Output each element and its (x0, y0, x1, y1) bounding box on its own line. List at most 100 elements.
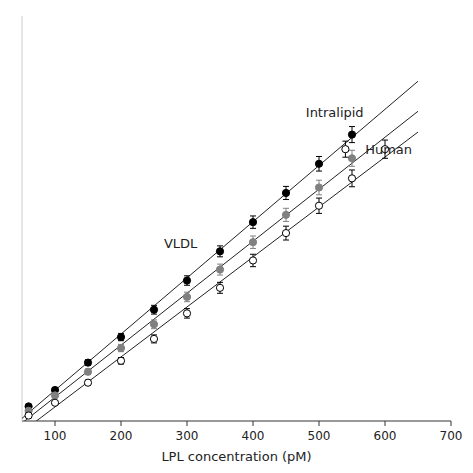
error-cap (283, 226, 289, 227)
error-cap (349, 142, 355, 143)
error-cap (250, 248, 256, 249)
error-cap (217, 275, 223, 276)
error-bar (349, 150, 355, 166)
point (249, 257, 256, 264)
x-tick-label: 700 (440, 429, 463, 443)
error-cap (316, 180, 322, 181)
point (117, 333, 124, 340)
point (51, 399, 58, 406)
point (282, 211, 289, 218)
point (183, 310, 190, 317)
error-cap (349, 186, 355, 187)
error-cap (316, 194, 322, 195)
point (183, 277, 190, 284)
error-cap (184, 301, 190, 302)
error-cap (316, 171, 322, 172)
x-tick (55, 421, 56, 426)
point (216, 284, 223, 291)
point (51, 392, 58, 399)
y-axis-line (22, 16, 23, 421)
error-cap (184, 318, 190, 319)
point (150, 306, 157, 313)
key-label: Human (365, 142, 412, 157)
x-axis-line (22, 421, 451, 422)
point (84, 359, 91, 366)
fit-line (22, 111, 418, 421)
error-cap (283, 208, 289, 209)
error-bar (283, 208, 289, 221)
error-cap (316, 198, 322, 199)
error-cap (250, 266, 256, 267)
error-bar (316, 156, 322, 171)
annotation: VLDL (164, 236, 198, 251)
point (216, 266, 223, 273)
point (150, 335, 157, 342)
error-cap (283, 199, 289, 200)
error-cap (342, 157, 348, 158)
error-cap (217, 245, 223, 246)
x-tick (319, 421, 320, 426)
error-cap (349, 150, 355, 151)
error-cap (250, 236, 256, 237)
error-bar (349, 127, 355, 143)
error-cap (217, 256, 223, 257)
error-cap (217, 264, 223, 265)
error-bar (250, 216, 256, 228)
x-tick (253, 421, 254, 426)
point (282, 189, 289, 196)
x-tick (121, 421, 122, 426)
key: Human (342, 141, 412, 157)
error-cap (316, 156, 322, 157)
error-cap (283, 186, 289, 187)
point (315, 160, 322, 167)
point (282, 229, 289, 236)
error-bar (283, 226, 289, 240)
error-cap (250, 215, 256, 216)
error-cap (250, 254, 256, 255)
point (315, 184, 322, 191)
error-cap (316, 213, 322, 214)
x-axis-label: LPL concentration (pM) (161, 449, 311, 464)
error-bar (118, 333, 124, 340)
x-tick (187, 421, 188, 426)
x-tick-label: 300 (176, 429, 199, 443)
point (249, 239, 256, 246)
error-bar (184, 276, 190, 285)
error-bar (217, 246, 223, 257)
error-cap (342, 141, 348, 142)
x-tick (451, 421, 452, 426)
point (84, 379, 91, 386)
error-bar (118, 358, 124, 365)
x-tick-label: 100 (44, 429, 67, 443)
error-bar (217, 282, 223, 293)
error-cap (184, 275, 190, 276)
error-cap (283, 240, 289, 241)
error-cap (217, 282, 223, 283)
error-bar (85, 360, 91, 366)
plot-area (22, 81, 418, 421)
error-cap (349, 126, 355, 127)
error-bar (316, 198, 322, 213)
point (315, 202, 322, 209)
point (348, 155, 355, 162)
point (150, 321, 157, 328)
x-tick-label: 400 (242, 429, 265, 443)
point (117, 344, 124, 351)
error-bar (151, 305, 157, 314)
point (348, 175, 355, 182)
error-bar (217, 264, 223, 275)
error-cap (184, 285, 190, 286)
error-cap (349, 166, 355, 167)
point (216, 248, 223, 255)
point (117, 357, 124, 364)
point (249, 219, 256, 226)
point (348, 131, 355, 138)
error-cap (184, 308, 190, 309)
error-bar (85, 369, 91, 375)
error-cap (217, 293, 223, 294)
error-bar (184, 309, 190, 318)
error-bar (151, 335, 157, 343)
error-bar (250, 254, 256, 266)
annotation: Intralipid (306, 105, 364, 120)
key-symbol (342, 146, 349, 153)
